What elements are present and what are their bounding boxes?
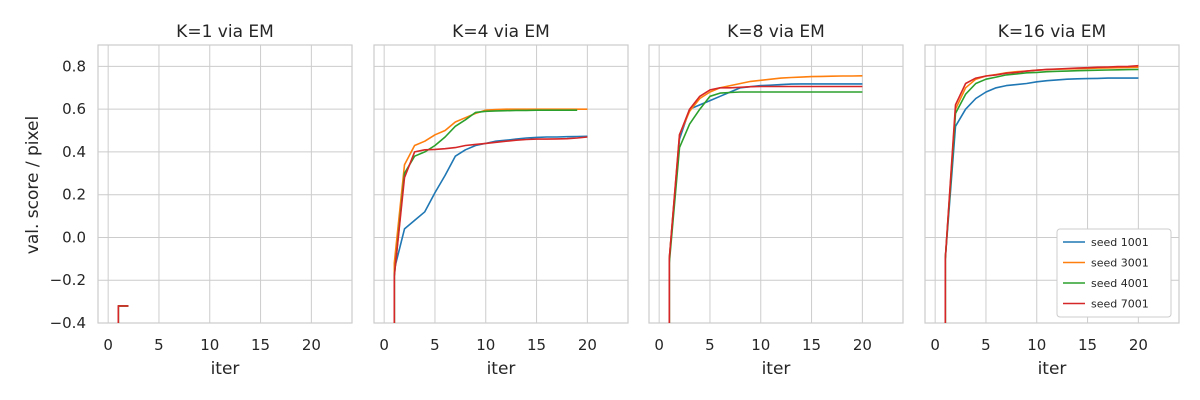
legend: seed 1001 seed 3001 seed 4001 seed 7001 — [1056, 228, 1172, 318]
plot-frame — [373, 44, 629, 324]
chart-title: K=4 via EM — [452, 22, 550, 42]
series-line-seed-7001 — [668, 85, 863, 323]
y-tick-label: −0.2 — [50, 271, 86, 289]
x-tick-label: 5 — [981, 336, 991, 354]
x-axis-label: iter — [762, 359, 791, 379]
y-tick-label: 0.4 — [62, 143, 86, 161]
plot-frame — [648, 44, 904, 324]
series-line-seed-4001 — [393, 109, 578, 323]
x-tick-label: 20 — [578, 336, 597, 354]
series-line-seed-3001 — [117, 305, 129, 323]
x-tick-label: 20 — [302, 336, 321, 354]
chart-title: K=8 via EM — [727, 22, 825, 42]
legend-label: seed 3001 — [1091, 257, 1149, 270]
x-tick-label: 5 — [154, 336, 164, 354]
x-tick-label: 0 — [103, 336, 113, 354]
plot-frame — [924, 44, 1180, 324]
chart-panel-1: K=1 via EM 0 5 10 15 20 iter −0.4 −0.2 0.0 0.2 0.4 0… — [50, 22, 353, 379]
y-tick-label: 0.6 — [62, 100, 86, 118]
series-line-seed-1001 — [393, 135, 588, 323]
chart-title: K=16 via EM — [998, 22, 1106, 42]
series-line-seed-1001 — [668, 83, 863, 323]
y-tick-label: −0.4 — [50, 314, 86, 332]
legend-label: seed 1001 — [1091, 236, 1149, 249]
x-tick-label: 0 — [654, 336, 664, 354]
x-tick-label: 20 — [853, 336, 872, 354]
series-line-seed-1001 — [117, 305, 129, 323]
x-tick-label: 15 — [251, 336, 270, 354]
x-tick-label: 10 — [200, 336, 219, 354]
plot-frame — [97, 44, 353, 324]
chart-panel-4: K=16 via EM 0 5 10 15 20 iter — [924, 22, 1180, 379]
chart-title: K=1 via EM — [176, 22, 274, 42]
x-tick-label: 10 — [751, 336, 770, 354]
x-tick-label: 5 — [430, 336, 440, 354]
series-group — [117, 305, 129, 323]
series-line-seed-7001 — [117, 305, 129, 323]
series-line-seed-7001 — [944, 64, 1139, 323]
legend-label: seed 4001 — [1091, 277, 1149, 290]
legend-box — [1056, 228, 1172, 318]
x-tick-label: 0 — [930, 336, 940, 354]
x-axis-label: iter — [211, 359, 240, 379]
series-line-seed-3001 — [393, 108, 588, 323]
y-tick-label: 0.8 — [62, 57, 86, 75]
legend-label: seed 7001 — [1091, 298, 1149, 311]
series-group — [393, 108, 588, 323]
chart-panel-3: K=8 via EM 0 5 10 15 20 iter — [648, 22, 904, 379]
y-tick-label: 0.2 — [62, 186, 86, 204]
x-tick-label: 10 — [476, 336, 495, 354]
series-line-seed-4001 — [117, 305, 129, 323]
x-tick-label: 5 — [705, 336, 715, 354]
x-tick-label: 15 — [527, 336, 546, 354]
x-tick-label: 0 — [379, 336, 389, 354]
series-line-seed-1001 — [944, 77, 1139, 323]
series-line-seed-3001 — [668, 75, 863, 323]
x-tick-label: 10 — [1027, 336, 1046, 354]
series-line-seed-4001 — [668, 91, 863, 323]
x-axis-label: iter — [487, 359, 516, 379]
x-axis-label: iter — [1038, 359, 1067, 379]
series-group — [944, 64, 1139, 323]
series-line-seed-4001 — [944, 68, 1139, 323]
panels: K=1 via EM 0 5 10 15 20 iter −0.4 −0.2 0.0 0.2 0.4 0… — [50, 22, 1180, 379]
y-tick-label: 0.0 — [62, 228, 86, 246]
series-line-seed-7001 — [393, 136, 588, 323]
x-tick-label: 20 — [1129, 336, 1148, 354]
chart-panel-2: K=4 via EM 0 5 10 15 20 iter — [373, 22, 629, 379]
x-tick-label: 15 — [802, 336, 821, 354]
series-group — [668, 75, 863, 323]
y-axis-label: val. score / pixel — [23, 116, 43, 254]
x-tick-label: 15 — [1078, 336, 1097, 354]
